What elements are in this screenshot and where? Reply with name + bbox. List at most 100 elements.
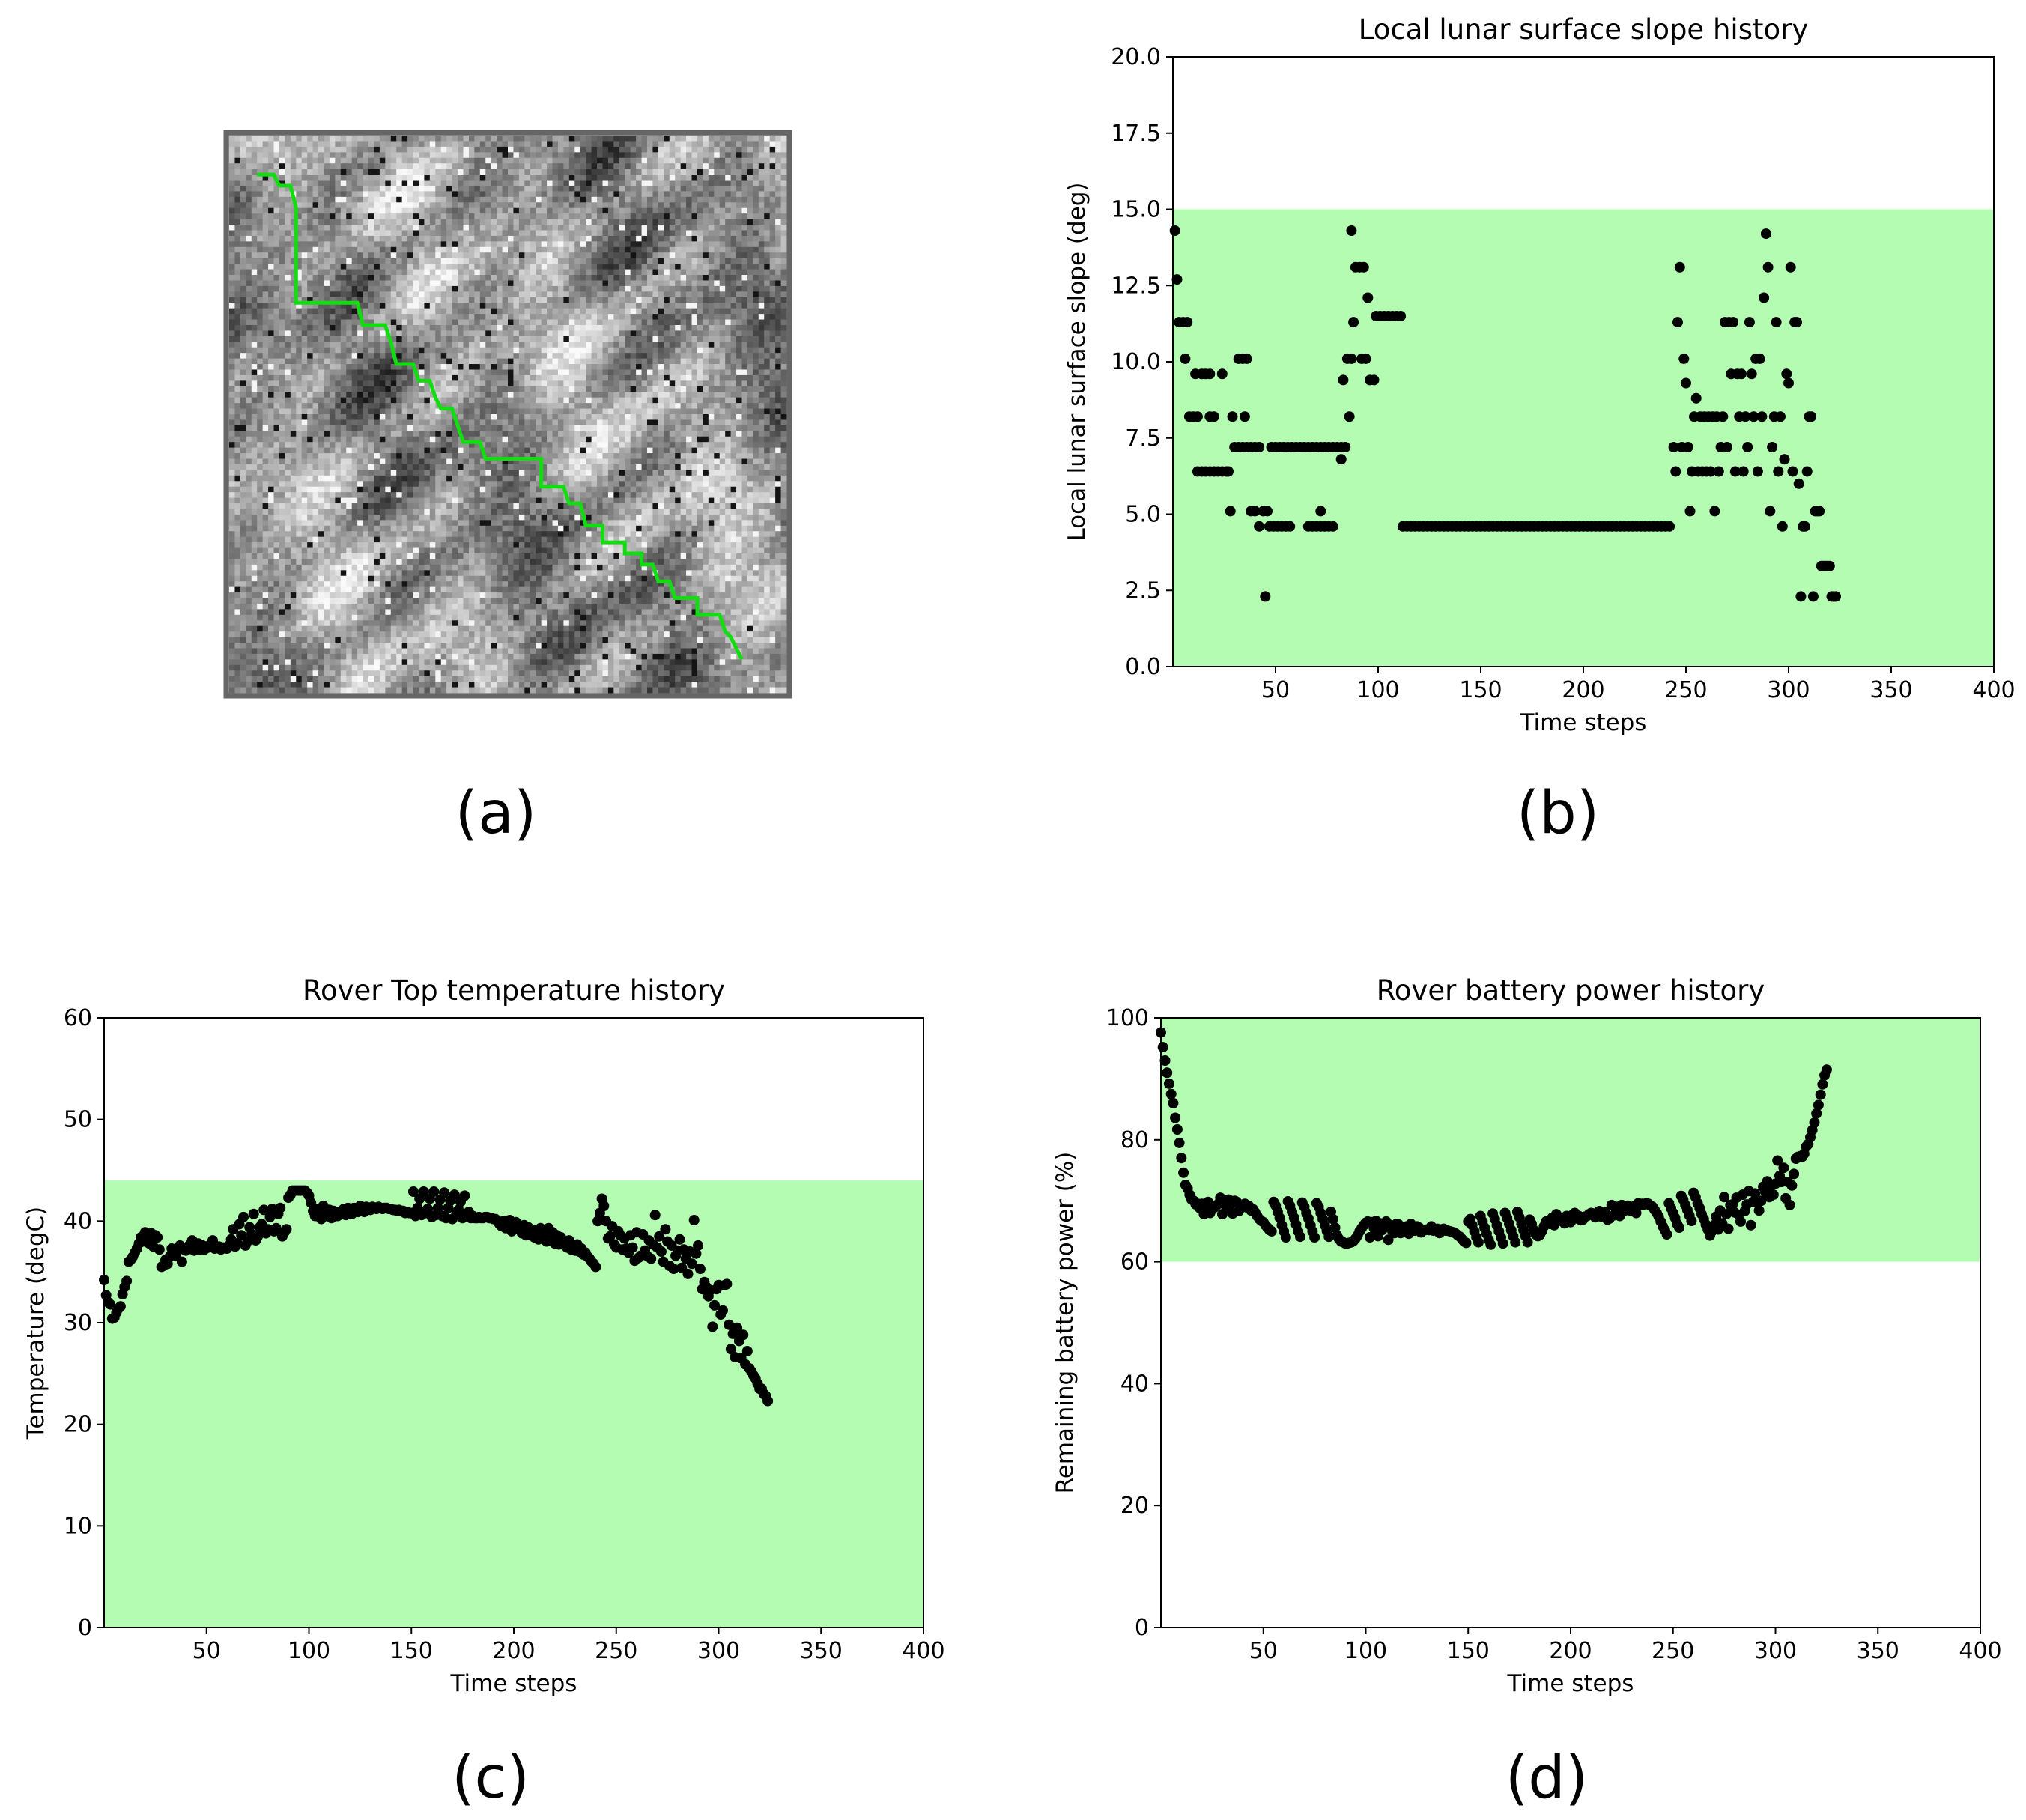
terrain-cell xyxy=(240,141,246,148)
terrain-cell xyxy=(285,280,291,287)
terrain-cell xyxy=(764,175,771,181)
terrain-cell xyxy=(429,246,436,253)
terrain-cell xyxy=(602,146,609,153)
terrain-cell xyxy=(497,175,503,181)
terrain-cell xyxy=(379,369,386,376)
terrain-cell xyxy=(625,285,631,292)
terrain-cell xyxy=(229,364,235,370)
terrain-cell xyxy=(257,314,264,320)
terrain-cell xyxy=(586,324,592,331)
terrain-cell xyxy=(530,291,536,298)
terrain-cell xyxy=(625,386,631,392)
terrain-cell xyxy=(285,146,291,153)
terrain-cell xyxy=(552,146,559,153)
terrain-cell xyxy=(513,303,520,309)
terrain-cell xyxy=(568,353,575,359)
terrain-cell xyxy=(607,225,614,231)
terrain-cell xyxy=(346,230,353,237)
terrain-cell xyxy=(497,264,503,270)
terrain-cell xyxy=(591,319,598,326)
terrain-cell xyxy=(435,280,442,287)
terrain-cell xyxy=(418,336,425,342)
terrain-cell xyxy=(741,235,748,242)
terrain-cell xyxy=(524,136,531,142)
terrain-cell xyxy=(485,185,492,192)
terrain-cell xyxy=(312,347,319,354)
terrain-cell xyxy=(703,241,709,248)
terrain-cell xyxy=(664,219,670,225)
terrain-cell xyxy=(753,241,759,248)
terrain-cell xyxy=(429,225,436,231)
terrain-cell xyxy=(664,146,670,153)
terrain-cell xyxy=(574,314,581,320)
terrain-cell xyxy=(619,219,625,225)
terrain-cell xyxy=(468,358,475,365)
terrain-cell xyxy=(301,386,308,392)
terrain-cell xyxy=(335,380,342,387)
terrain-cell xyxy=(279,180,285,186)
terrain-cell xyxy=(518,152,525,159)
terrain-cell xyxy=(719,280,726,287)
terrain-cell xyxy=(557,397,564,404)
terrain-cell xyxy=(636,369,642,376)
terrain-cell xyxy=(246,303,252,309)
terrain-cell xyxy=(753,403,759,409)
terrain-cell xyxy=(563,342,570,348)
terrain-cell xyxy=(730,175,737,181)
terrain-cell xyxy=(675,369,682,376)
terrain-cell xyxy=(463,235,470,242)
terrain-cell xyxy=(262,185,269,192)
terrain-cell xyxy=(335,358,342,365)
terrain-cell xyxy=(335,180,342,186)
terrain-cell xyxy=(418,163,425,170)
terrain-cell xyxy=(458,386,464,392)
terrain-cell xyxy=(536,403,542,409)
terrain-cell xyxy=(780,157,787,164)
terrain-cell xyxy=(351,264,358,270)
terrain-cell xyxy=(547,330,553,337)
terrain-cell xyxy=(764,207,771,214)
terrain-cell xyxy=(730,219,737,225)
terrain-cell xyxy=(741,353,748,359)
terrain-cell xyxy=(279,319,285,326)
terrain-cell xyxy=(769,136,776,142)
terrain-cell xyxy=(568,136,575,142)
terrain-cell xyxy=(407,235,413,242)
terrain-cell xyxy=(563,353,570,359)
terrain-cell xyxy=(730,408,737,415)
terrain-cell xyxy=(497,297,503,303)
terrain-cell xyxy=(675,314,682,320)
terrain-cell xyxy=(508,207,514,214)
terrain-cell xyxy=(547,314,553,320)
terrain-cell xyxy=(390,269,397,276)
terrain-cell xyxy=(686,169,692,175)
terrain-cell xyxy=(552,207,559,214)
terrain-cell xyxy=(468,180,475,186)
terrain-cell xyxy=(675,152,682,159)
terrain-cell xyxy=(340,252,347,259)
terrain-cell xyxy=(240,308,246,315)
terrain-cell xyxy=(485,308,492,315)
terrain-cell xyxy=(374,386,380,392)
terrain-cell xyxy=(234,303,241,309)
terrain-cell xyxy=(413,380,419,387)
terrain-cell xyxy=(675,269,682,276)
terrain-cell xyxy=(557,374,564,381)
terrain-cell xyxy=(780,258,787,264)
terrain-cell xyxy=(675,330,682,337)
terrain-cell xyxy=(335,196,342,203)
terrain-cell xyxy=(312,308,319,315)
terrain-cell xyxy=(697,403,703,409)
terrain-cell xyxy=(497,185,503,192)
terrain-cell xyxy=(597,397,603,404)
terrain-cell xyxy=(329,175,336,181)
terrain-cell xyxy=(363,180,369,186)
terrain-cell xyxy=(524,369,531,376)
terrain-cell xyxy=(597,291,603,298)
terrain-cell xyxy=(363,225,369,231)
terrain-cell xyxy=(273,202,280,209)
terrain-cell xyxy=(524,358,531,365)
terrain-cell xyxy=(664,285,670,292)
terrain-cell xyxy=(502,196,509,203)
terrain-cell xyxy=(552,180,559,186)
